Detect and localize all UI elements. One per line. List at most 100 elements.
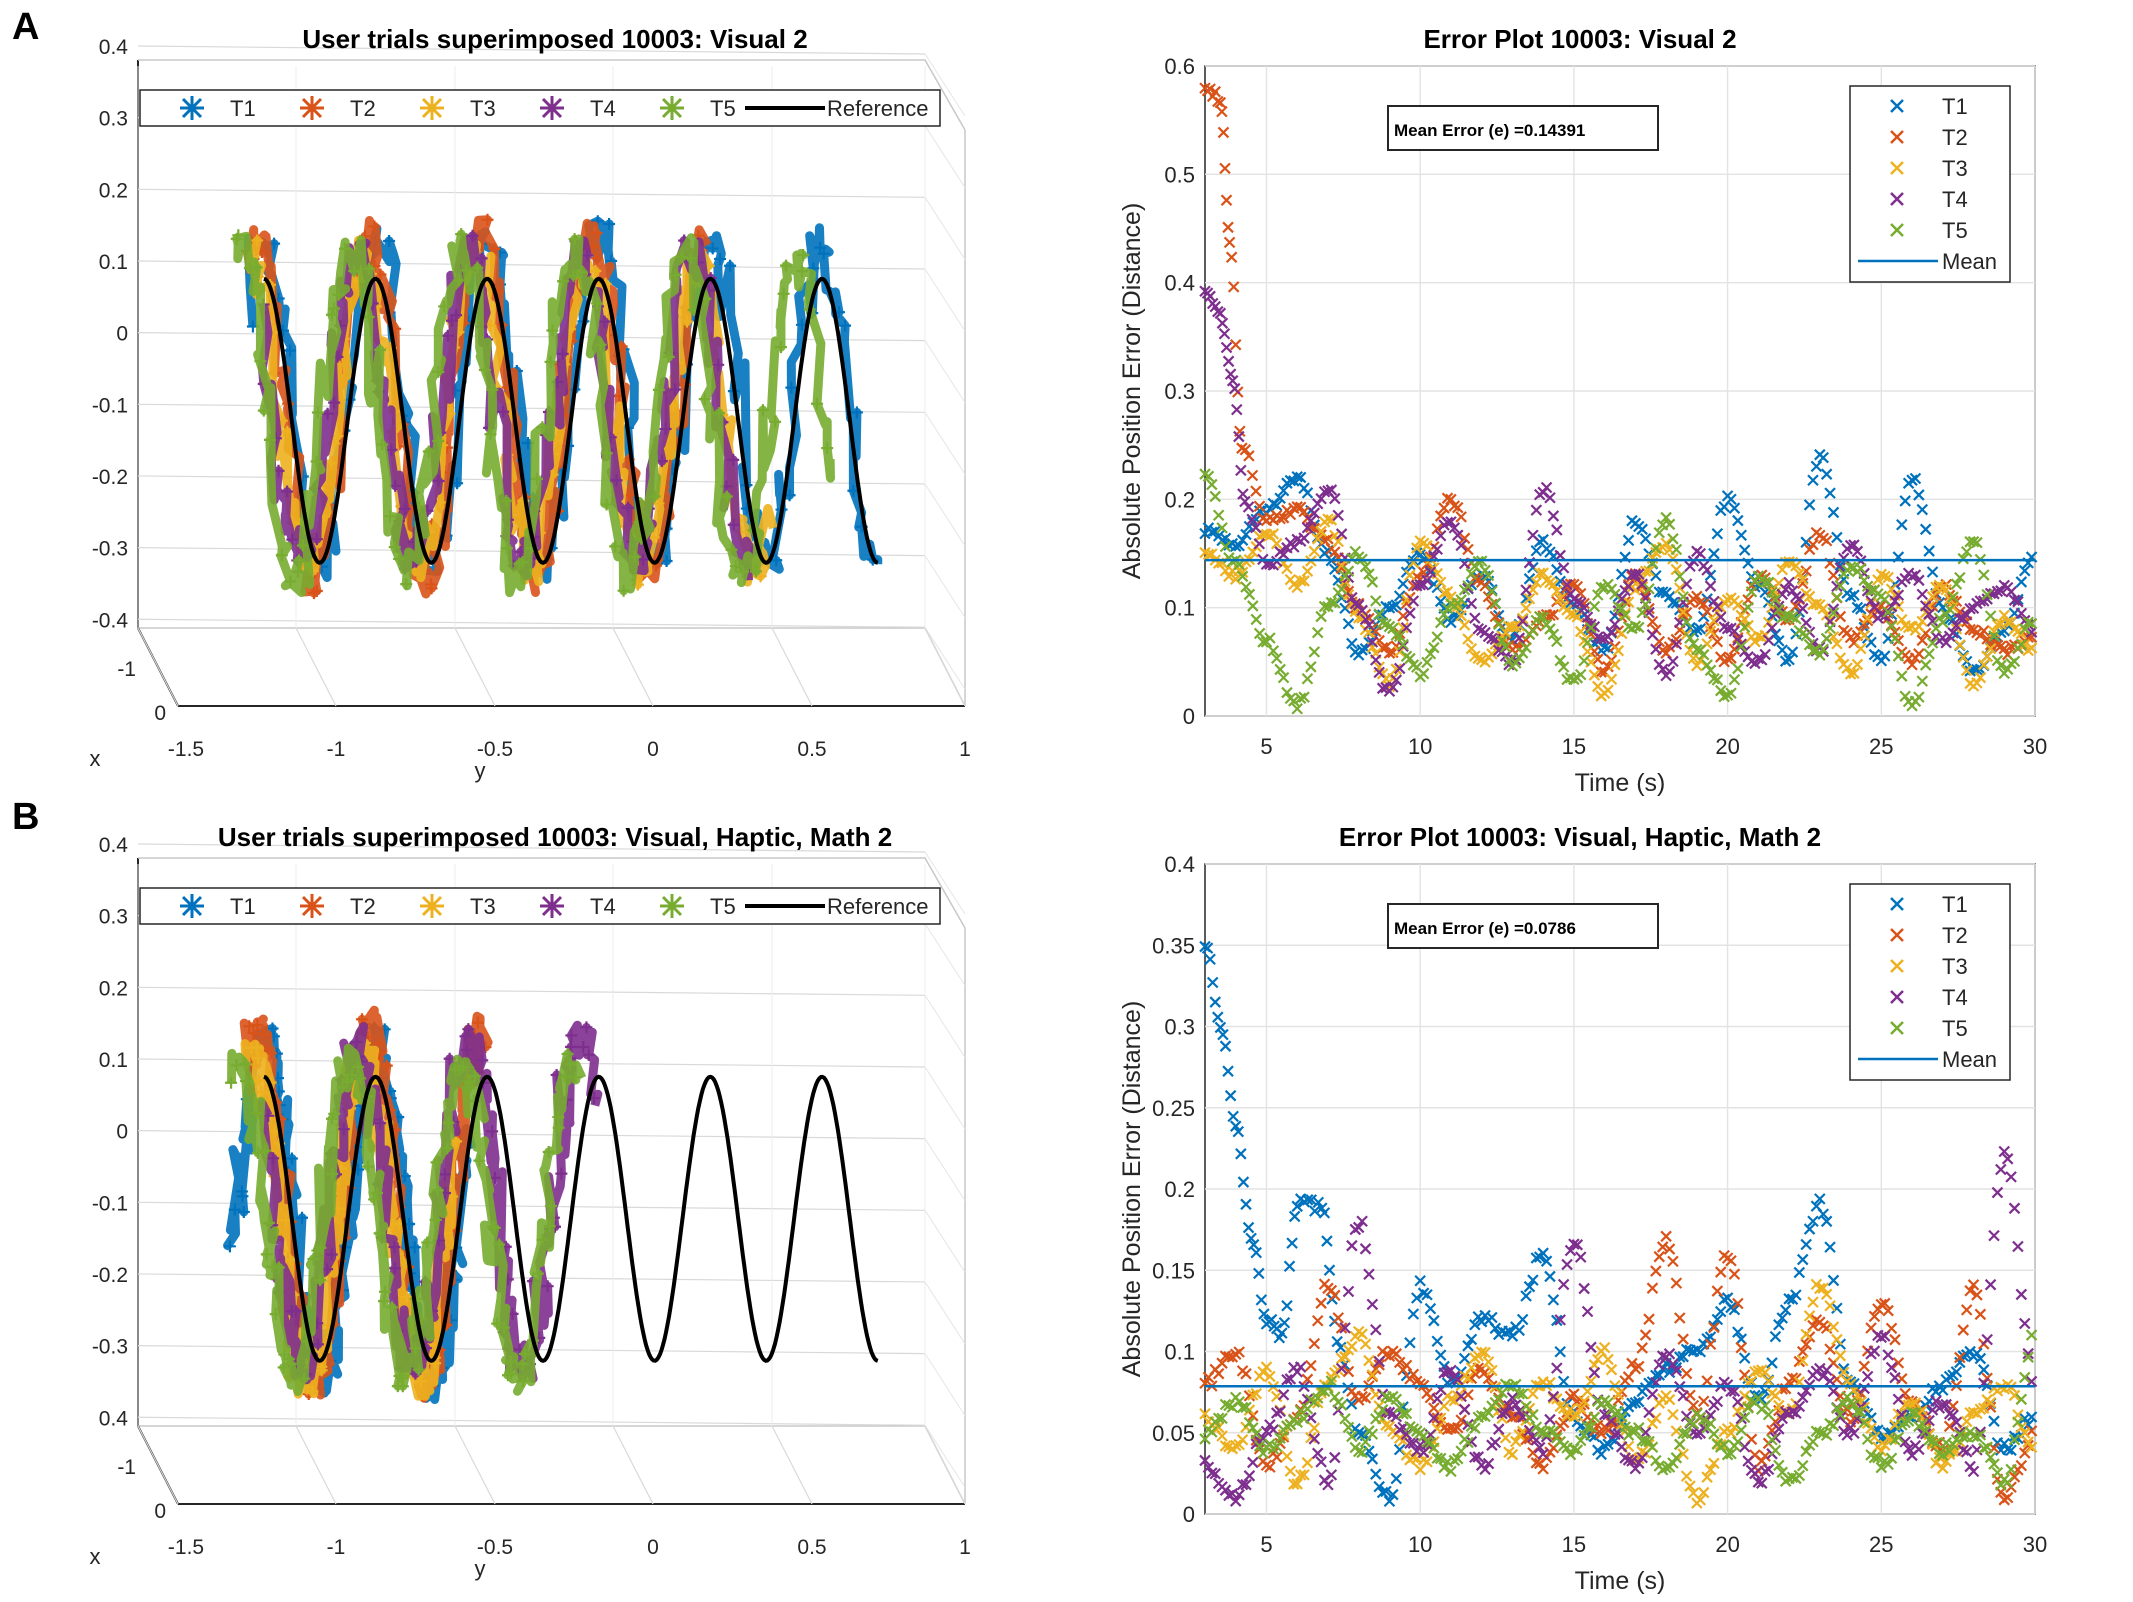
grid-floor [295,1425,337,1505]
marker-T5 [471,261,484,274]
grid-side [924,268,966,332]
marker-T4 [1465,597,1478,610]
marker-T1 [1274,492,1286,505]
legend-swatch-T2 [300,894,324,918]
marker-T1 [1537,533,1549,546]
marker-T4 [1964,602,1976,615]
marker-T4 [1390,674,1403,686]
marker-T5 [736,565,749,578]
marker-T4 [1373,666,1385,679]
marker-T5 [1329,597,1341,609]
marker-T5 [544,355,557,368]
marker-T3 [1530,576,1543,589]
marker-T5 [1824,622,1836,635]
marker-T4 [1831,580,1843,593]
marker-T2 [1790,600,1802,613]
marker-T2 [488,242,501,255]
grid-side [924,1138,966,1201]
marker-T5 [652,383,665,396]
marker-T5 [811,397,824,410]
axis-label-x: Time (s) [1575,769,1666,797]
y-tick-label: 0.1 [1164,596,1195,621]
marker-T3 [1404,569,1416,581]
marker-T5 [600,498,613,511]
x-tick-label: 5 [1260,1532,1272,1557]
marker-T1 [814,241,827,254]
marker-T2 [1291,501,1303,513]
legend-label-T4: T4 [1942,985,1968,1010]
marker-T2 [1544,609,1556,622]
marker-T3 [324,457,337,470]
marker-T5 [1472,555,1485,568]
marker-T2 [1602,660,1614,673]
marker-T2 [1479,580,1491,592]
marker-T5 [1981,588,1993,601]
marker-T5 [1940,608,1952,621]
marker-T5 [1971,536,1983,549]
marker-T2 [1697,598,1710,610]
marker-T3 [1971,677,1983,689]
marker-T5 [1288,695,1300,707]
marker-T4 [1239,495,1251,508]
marker-T3 [1991,618,2004,631]
legend-label-T5: T5 [1942,1016,1968,1041]
marker-T2 [1342,585,1355,598]
grid-side [924,197,966,260]
marker-T2 [1250,485,1262,497]
marker-T5 [698,393,711,406]
marker-T2 [307,587,320,600]
marker-T2 [1820,534,1833,547]
y-tick-label: 0 [1183,1502,1195,1527]
marker-T5 [1697,648,1710,661]
marker-T5 [1325,596,1338,609]
marker-T4 [727,453,740,466]
back-top-edge [138,857,966,929]
x-tick-label: 0 [647,738,659,761]
marker-T5 [1513,652,1526,664]
axis-label-y: y [475,758,486,783]
marker-T3 [1294,575,1307,587]
marker-T3 [1796,573,1809,586]
legend-label-reference: Reference [827,894,929,919]
legend-label-T2: T2 [350,96,376,121]
marker-T5 [1667,533,1679,545]
marker-T5 [1691,643,1703,656]
marker-T1 [1803,499,1816,511]
marker-T2 [1991,639,2004,651]
marker-T2 [1220,194,1233,206]
marker-T2 [1964,623,1976,636]
marker-T2 [1906,659,1918,671]
marker-T4 [1414,579,1426,591]
marker-T2 [1462,543,1474,556]
marker-T5 [254,355,267,368]
x-tick-label: 20 [1715,1532,1739,1557]
marker-T5 [311,406,324,419]
marker-T5 [557,275,570,288]
marker-T5 [1482,569,1495,582]
marker-T5 [1701,659,1713,671]
marker-T1 [223,1240,236,1253]
marker-T5 [2022,616,2034,628]
marker-T4 [1318,485,1331,498]
marker-T5 [1728,673,1741,686]
marker-T1 [1523,573,1536,585]
marker-T4 [1923,608,1935,620]
grid-floor [771,1425,813,1505]
marker-T1 [1656,586,1669,598]
marker-T5 [1489,597,1502,609]
marker-T2 [1916,634,1929,647]
marker-T4 [598,315,611,328]
marker-T4 [581,249,594,262]
marker-T5 [1578,654,1590,667]
marker-T2 [1670,633,1683,646]
marker-T5 [1643,583,1655,595]
marker-T4 [1592,631,1604,643]
marker-T5 [362,311,375,324]
marker-T5 [1913,691,1925,703]
grid-side [924,1066,966,1130]
marker-T3 [1537,567,1549,579]
marker-T3 [1605,673,1618,686]
marker-T5 [1551,635,1563,648]
marker-T5 [1373,608,1385,620]
x-tick-label: -1 [327,738,346,761]
